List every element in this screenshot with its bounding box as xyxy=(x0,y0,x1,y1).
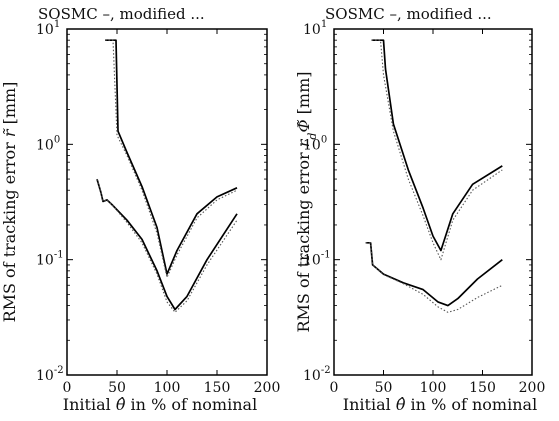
y-tick-label: 10-2 xyxy=(303,365,331,384)
chart-left-ticks: 0 50 100 150 200 101 100 10-1 10-2 xyxy=(36,19,280,396)
chart-left-title: SOSMC –, modified ... xyxy=(38,5,205,23)
chart-right-xlabel: Initial θ̂ in % of nominal xyxy=(343,395,537,414)
chart-right: SOSMC –, modified ... 0 50 100 150 200 101 100… xyxy=(294,5,545,414)
chart-left-series xyxy=(96,39,238,313)
series-line-2-dotted xyxy=(105,39,238,279)
chart-right-series xyxy=(365,39,503,313)
x-tick-label: 150 xyxy=(204,380,231,396)
x-tick-label: 100 xyxy=(154,380,181,396)
y-tick-label: 100 xyxy=(36,134,60,153)
y-tick-label: 10-1 xyxy=(36,250,64,269)
x-tick-label: 0 xyxy=(63,380,72,396)
y-tick-label: 100 xyxy=(303,134,327,153)
series-line-3-solid xyxy=(96,178,238,311)
chart-right-title: SOSMC –, modified ... xyxy=(325,5,492,23)
x-tick-label: 100 xyxy=(420,380,447,396)
series-line-2-dotted xyxy=(371,39,503,261)
series-line-3-solid xyxy=(365,241,503,307)
chart-left: SOSMC –, modified ... 0 50 100 150 200 101 100… xyxy=(0,5,280,414)
series-line-1-solid xyxy=(105,39,238,275)
x-tick-label: 0 xyxy=(330,380,339,396)
x-tick-label: 50 xyxy=(108,380,126,396)
x-tick-label: 150 xyxy=(469,380,496,396)
series-line-4-dotted xyxy=(365,242,503,313)
chart-left-frame xyxy=(66,28,268,376)
chart-right-ticks: 0 50 100 150 200 101 100 10-1 10-2 xyxy=(303,19,545,396)
series-line-1-solid xyxy=(371,39,503,252)
chart-left-xlabel: Initial θ̂ in % of nominal xyxy=(63,395,257,414)
x-tick-label: 200 xyxy=(254,380,281,396)
x-tick-label: 200 xyxy=(519,380,546,396)
chart-right-frame xyxy=(333,28,533,376)
y-tick-label: 10-1 xyxy=(303,250,331,269)
chart-left-ylabel: RMS of tracking error r̃ [mm] xyxy=(0,82,19,323)
chart-right-ylabel: RMS of tracking error rdΦ̃ [mm] xyxy=(294,71,319,332)
y-tick-label: 101 xyxy=(303,19,327,38)
x-tick-label: 50 xyxy=(375,380,393,396)
y-tick-label: 101 xyxy=(36,19,60,38)
y-tick-label: 10-2 xyxy=(36,365,64,384)
